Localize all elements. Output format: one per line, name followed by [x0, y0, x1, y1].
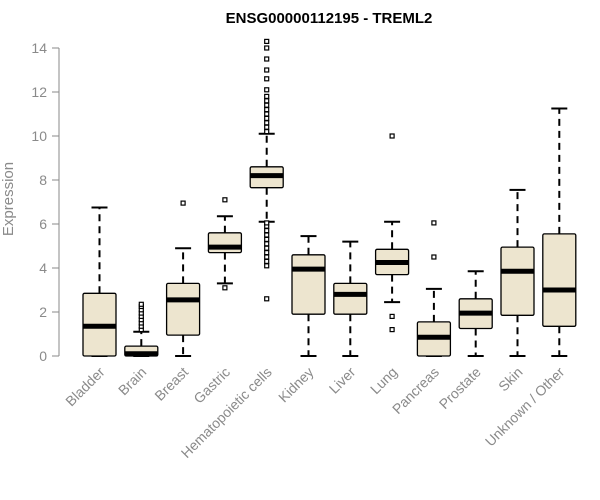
outlier-point: [264, 38, 270, 45]
outlier-point: [389, 327, 395, 333]
box-iqr: [165, 282, 201, 336]
box-pancreas: [416, 220, 452, 357]
box-brain: [124, 301, 159, 357]
outlier-point: [264, 56, 270, 62]
outlier-point: [264, 258, 270, 264]
outlier-point: [264, 232, 270, 238]
y-tick-label: 10: [31, 128, 47, 144]
outlier-point: [264, 115, 270, 122]
x-tick-label: Unknown / Other: [482, 364, 568, 450]
outlier-point: [264, 254, 270, 260]
box-liver: [333, 240, 368, 357]
outlier-point: [264, 98, 270, 104]
x-tick-label: Prostate: [436, 364, 484, 412]
outlier-point: [138, 301, 144, 307]
x-tick-label: Liver: [326, 364, 359, 397]
outlier-point: [264, 296, 270, 302]
chart-title: ENSG00000112195 - TREML2: [226, 10, 433, 27]
outlier-point: [389, 133, 395, 139]
outlier-point: [264, 111, 270, 117]
y-tick-label: 2: [39, 304, 47, 320]
box-skin: [500, 188, 535, 357]
outlier-point: [264, 263, 270, 269]
x-tick-label: Skin: [495, 364, 526, 395]
y-tick-label: 6: [39, 216, 47, 232]
box-iqr: [542, 233, 577, 327]
x-tick-label: Bladder: [62, 364, 108, 410]
x-tick-label: Kidney: [275, 364, 317, 406]
outlier-point: [264, 76, 270, 82]
outlier-point: [431, 220, 437, 226]
outlier-point: [264, 228, 270, 234]
outlier-point: [264, 220, 270, 226]
outlier-point: [222, 197, 228, 203]
box-hematopoietic-cells: [249, 38, 284, 302]
y-tick-label: 12: [31, 84, 47, 100]
y-tick-label: 0: [39, 348, 47, 364]
outlier-point: [264, 120, 270, 126]
outlier-point: [264, 87, 270, 93]
box-lung: [374, 133, 410, 333]
box-kidney: [291, 235, 326, 357]
outlier-point: [264, 236, 270, 242]
outlier-point: [431, 254, 437, 260]
outlier-point: [264, 241, 270, 247]
outlier-point: [264, 129, 270, 135]
outlier-point: [389, 313, 395, 319]
outlier-point: [264, 106, 270, 113]
box-iqr: [291, 254, 326, 315]
outlier-point: [264, 67, 270, 73]
box-iqr: [500, 246, 535, 316]
y-axis: 0 2 4 6 8 10 12 14: [31, 40, 60, 364]
box-gastric: [207, 197, 243, 291]
y-tick-label: 4: [39, 260, 47, 276]
box-unknown-other: [542, 107, 577, 357]
box-prostate: [458, 270, 493, 357]
outlier-point: [180, 200, 186, 206]
outlier-point: [264, 250, 270, 256]
x-tick-label: Brain: [115, 364, 149, 398]
x-tick-label: Breast: [151, 364, 191, 404]
outlier-point: [222, 285, 228, 291]
box-bladder: [82, 206, 117, 357]
outlier-point: [264, 93, 270, 100]
outlier-point: [264, 245, 270, 251]
box-iqr: [207, 232, 243, 254]
y-tick-label: 14: [31, 40, 47, 56]
box-iqr: [333, 282, 368, 315]
outlier-point: [264, 102, 270, 108]
y-axis-title: Expression: [0, 162, 17, 236]
x-tick-label: Lung: [367, 364, 400, 397]
box-breast: [165, 200, 201, 357]
outlier-point: [264, 124, 270, 130]
y-tick-label: 8: [39, 172, 47, 188]
outlier-point: [264, 45, 270, 51]
boxes-group: [82, 38, 577, 357]
